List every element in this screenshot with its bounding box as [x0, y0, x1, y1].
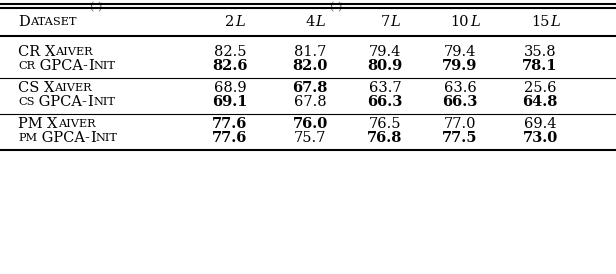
Text: 76.0: 76.0	[293, 117, 328, 131]
Text: GPCA-: GPCA-	[34, 95, 87, 109]
Text: 67.8: 67.8	[293, 81, 328, 95]
Text: 76.8: 76.8	[367, 131, 403, 145]
Text: 78.1: 78.1	[522, 59, 557, 73]
Text: CS: CS	[18, 97, 34, 107]
Text: D: D	[18, 15, 30, 29]
Text: ATASET: ATASET	[30, 17, 76, 27]
Text: I: I	[87, 95, 93, 109]
Text: CS: CS	[18, 81, 44, 95]
Text: CR: CR	[18, 45, 45, 59]
Text: 82.6: 82.6	[213, 59, 248, 73]
Text: 63.7: 63.7	[369, 81, 401, 95]
Text: 81.7: 81.7	[294, 45, 326, 59]
Text: AIVER: AIVER	[58, 119, 95, 129]
Text: NIT: NIT	[95, 133, 118, 143]
Text: L: L	[391, 15, 400, 29]
Text: 66.3: 66.3	[367, 95, 403, 109]
Text: X: X	[45, 45, 55, 59]
Text: 10: 10	[451, 15, 469, 29]
Text: 7: 7	[380, 15, 390, 29]
Text: 63.6: 63.6	[444, 81, 476, 95]
Text: 82.5: 82.5	[214, 45, 246, 59]
Text: 79.4: 79.4	[444, 45, 476, 59]
Text: AIVER: AIVER	[54, 83, 92, 93]
Text: PM: PM	[18, 117, 47, 131]
Text: X: X	[47, 117, 58, 131]
Text: 76.5: 76.5	[369, 117, 401, 131]
Text: NIT: NIT	[93, 97, 115, 107]
Text: 79.9: 79.9	[442, 59, 477, 73]
Text: 77.0: 77.0	[444, 117, 476, 131]
Text: 25.6: 25.6	[524, 81, 556, 95]
Text: L: L	[550, 15, 560, 29]
Text: GPCA-: GPCA-	[37, 131, 90, 145]
Text: 67.8: 67.8	[294, 95, 326, 109]
Text: 2: 2	[225, 15, 235, 29]
Text: L: L	[470, 15, 480, 29]
Text: 69.1: 69.1	[213, 95, 248, 109]
Text: CR: CR	[18, 61, 35, 71]
Text: 77.6: 77.6	[213, 131, 248, 145]
Text: 73.0: 73.0	[522, 131, 557, 145]
Text: 75.7: 75.7	[294, 131, 326, 145]
Text: L: L	[315, 15, 325, 29]
Text: PM: PM	[18, 133, 37, 143]
Text: X: X	[44, 81, 54, 95]
Text: 15: 15	[531, 15, 549, 29]
Text: ( ): ( )	[90, 2, 102, 12]
Text: 80.9: 80.9	[367, 59, 403, 73]
Text: 35.8: 35.8	[524, 45, 556, 59]
Text: 66.3: 66.3	[442, 95, 477, 109]
Text: NIT: NIT	[94, 61, 116, 71]
Text: AIVER: AIVER	[55, 47, 93, 57]
Text: 68.9: 68.9	[214, 81, 246, 95]
Text: L: L	[236, 15, 245, 29]
Text: 64.8: 64.8	[522, 95, 557, 109]
Text: 4: 4	[306, 15, 315, 29]
Text: I: I	[90, 131, 95, 145]
Text: GPCA-: GPCA-	[35, 59, 88, 73]
Text: 79.4: 79.4	[369, 45, 401, 59]
Text: ( ): ( )	[330, 2, 342, 12]
Text: 77.6: 77.6	[213, 117, 248, 131]
Text: 82.0: 82.0	[293, 59, 328, 73]
Text: 69.4: 69.4	[524, 117, 556, 131]
Text: I: I	[88, 59, 94, 73]
Text: 77.5: 77.5	[442, 131, 478, 145]
